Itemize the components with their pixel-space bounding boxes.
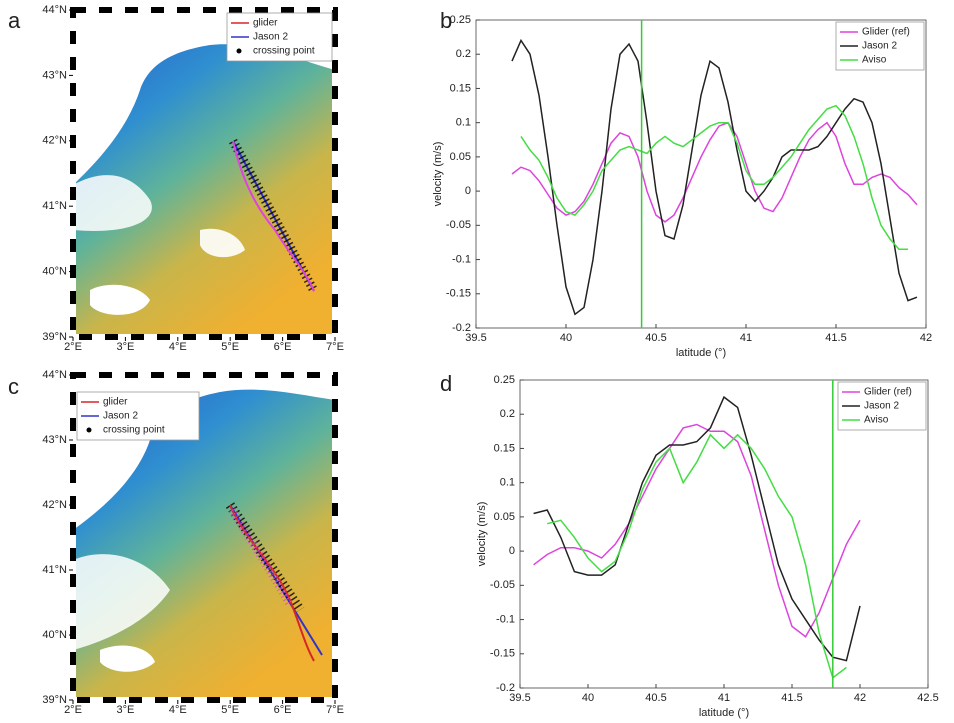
y-tick-label: 0.15 xyxy=(494,442,515,454)
legend-label: glider xyxy=(253,18,278,29)
legend-label: Glider (ref) xyxy=(862,27,910,38)
map-frame-dash xyxy=(70,372,338,703)
legend-box xyxy=(226,12,333,62)
y-tick-label: 0.05 xyxy=(494,511,515,523)
y-tick-label: 44°N xyxy=(42,369,67,381)
series-line xyxy=(511,38,918,316)
legend-label: Jason 2 xyxy=(103,411,138,422)
y-tick-label: 0.2 xyxy=(456,48,471,60)
legend-label: crossing point xyxy=(103,425,165,436)
legend-label: Aviso xyxy=(864,415,889,426)
y-tick-label: 41°N xyxy=(42,564,67,576)
x-tick-label: 40.5 xyxy=(645,692,666,704)
x-tick-label: 42 xyxy=(920,332,932,344)
y-tick-label: -0.1 xyxy=(452,253,471,265)
y-tick-label: -0.1 xyxy=(496,613,515,625)
y-tick-label: 42°N xyxy=(42,499,67,511)
y-tick-label: 0.15 xyxy=(450,82,471,94)
y-tick-label: -0.05 xyxy=(490,579,515,591)
x-tick-label: 39.5 xyxy=(465,332,486,344)
y-axis-label: velocity (m/s) xyxy=(476,502,488,567)
panel-label: d xyxy=(440,371,452,396)
x-tick-label: 40.5 xyxy=(645,332,666,344)
y-tick-label: 0.25 xyxy=(450,14,471,26)
legend-label: Jason 2 xyxy=(862,41,897,52)
y-tick-label: -0.2 xyxy=(452,322,471,334)
legend-marker xyxy=(86,427,92,433)
y-tick-label: 44°N xyxy=(42,4,67,16)
y-tick-label: -0.15 xyxy=(490,648,515,660)
legend-label: Glider (ref) xyxy=(864,387,912,398)
y-tick-label: -0.2 xyxy=(496,682,515,694)
y-tick-label: 0.1 xyxy=(456,117,471,129)
x-tick-label: 2°E xyxy=(64,704,82,716)
x-tick-label: 5°E xyxy=(221,341,239,353)
series-line xyxy=(511,121,918,223)
x-tick-label: 41.5 xyxy=(781,692,802,704)
y-axis-label: velocity (m/s) xyxy=(432,142,444,207)
y-tick-label: 0.25 xyxy=(494,374,515,386)
map-a-image xyxy=(73,10,335,337)
x-tick-label: 4°E xyxy=(169,704,187,716)
y-tick-label: 40°N xyxy=(42,266,67,278)
x-tick-label: 2°E xyxy=(64,341,82,353)
x-tick-label: 42.5 xyxy=(917,692,938,704)
x-tick-label: 6°E xyxy=(274,704,292,716)
x-axis-label: latitude (°) xyxy=(699,707,749,719)
y-tick-label: 40°N xyxy=(42,629,67,641)
y-tick-label: 0 xyxy=(509,545,515,557)
y-tick-label: 43°N xyxy=(42,69,67,81)
y-tick-label: -0.05 xyxy=(446,219,471,231)
series-line xyxy=(547,433,847,679)
x-tick-label: 41 xyxy=(740,332,752,344)
x-tick-label: 40 xyxy=(582,692,594,704)
series-line xyxy=(533,423,861,638)
x-tick-label: 42 xyxy=(854,692,866,704)
panel-label: c xyxy=(8,374,19,399)
legend-label: Jason 2 xyxy=(864,401,899,412)
y-tick-label: 0.1 xyxy=(500,477,515,489)
panel-label: b xyxy=(440,8,452,33)
x-tick-label: 7°E xyxy=(326,341,344,353)
panel-label: a xyxy=(8,8,21,33)
y-tick-label: 42°N xyxy=(42,135,67,147)
y-tick-label: 39°N xyxy=(42,694,67,706)
x-tick-label: 3°E xyxy=(116,704,134,716)
x-tick-label: 4°E xyxy=(169,341,187,353)
legend-marker xyxy=(236,48,242,54)
series-line xyxy=(533,395,861,662)
x-tick-label: 40 xyxy=(560,332,572,344)
legend-label: Jason 2 xyxy=(253,32,288,43)
legend-label: crossing point xyxy=(253,46,315,57)
x-tick-label: 3°E xyxy=(116,341,134,353)
y-tick-label: 0.2 xyxy=(500,408,515,420)
x-tick-label: 41 xyxy=(718,692,730,704)
x-tick-label: 39.5 xyxy=(509,692,530,704)
y-tick-label: 0 xyxy=(465,185,471,197)
map-frame-dash xyxy=(70,7,338,340)
y-tick-label: 43°N xyxy=(42,434,67,446)
y-tick-label: 41°N xyxy=(42,200,67,212)
x-tick-label: 7°E xyxy=(326,704,344,716)
y-tick-label: 39°N xyxy=(42,331,67,343)
legend-label: glider xyxy=(103,397,128,408)
x-tick-label: 5°E xyxy=(221,704,239,716)
x-tick-label: 6°E xyxy=(274,341,292,353)
x-tick-label: 41.5 xyxy=(825,332,846,344)
y-tick-label: -0.15 xyxy=(446,288,471,300)
series-line xyxy=(520,104,908,251)
x-axis-label: latitude (°) xyxy=(676,347,726,359)
y-tick-label: 0.05 xyxy=(450,151,471,163)
legend-label: Aviso xyxy=(862,55,887,66)
